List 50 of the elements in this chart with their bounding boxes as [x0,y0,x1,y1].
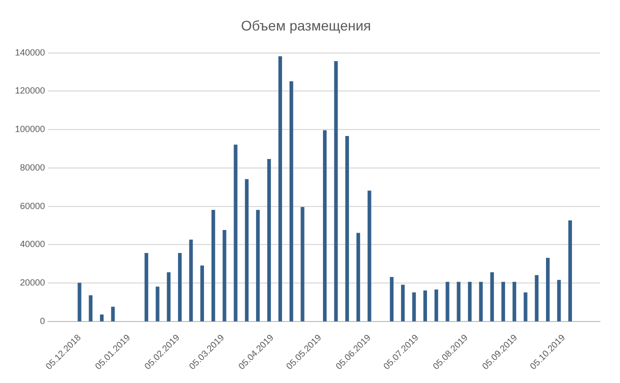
bar [456,282,460,322]
bar [479,282,483,322]
bar [178,253,182,322]
y-tick-label: 80000 [20,162,46,172]
bar [334,61,338,322]
bar [401,284,405,322]
bar [111,306,115,322]
bar [524,292,528,322]
bar [468,282,472,322]
bar [512,282,516,322]
bar [490,272,494,322]
bar [100,314,104,322]
bar [557,280,561,322]
bar [345,136,349,322]
bar [300,206,304,322]
bar [267,158,271,322]
bar [501,282,506,322]
bar [446,282,450,322]
bar [534,275,539,322]
bar [423,290,427,322]
bar [244,179,249,322]
bar [200,266,204,322]
bar [222,230,226,322]
bar [144,253,148,322]
bar [290,81,294,322]
y-tick-label: 20000 [20,278,46,288]
bar [189,240,193,322]
bar [356,232,360,322]
chart-title: Объем размещения [240,17,372,34]
y-tick-label: 40000 [20,239,46,250]
y-tick-label: 120000 [14,86,46,96]
bar [78,282,82,322]
y-tick-label: 60000 [20,200,46,211]
bar [234,144,238,322]
bar [156,286,160,322]
y-tick-label: 140000 [14,47,46,58]
bar [412,292,416,322]
y-tick-label: 100000 [14,124,46,134]
bar [211,210,216,322]
bar [390,277,394,322]
bar [322,130,327,322]
bar [434,290,438,322]
bar [568,220,572,322]
bar [278,56,282,322]
bar [368,190,372,322]
bar [546,258,550,322]
bar [166,272,171,322]
y-tick-label: 0 [40,316,46,326]
bar [88,295,92,322]
bar [256,210,260,322]
